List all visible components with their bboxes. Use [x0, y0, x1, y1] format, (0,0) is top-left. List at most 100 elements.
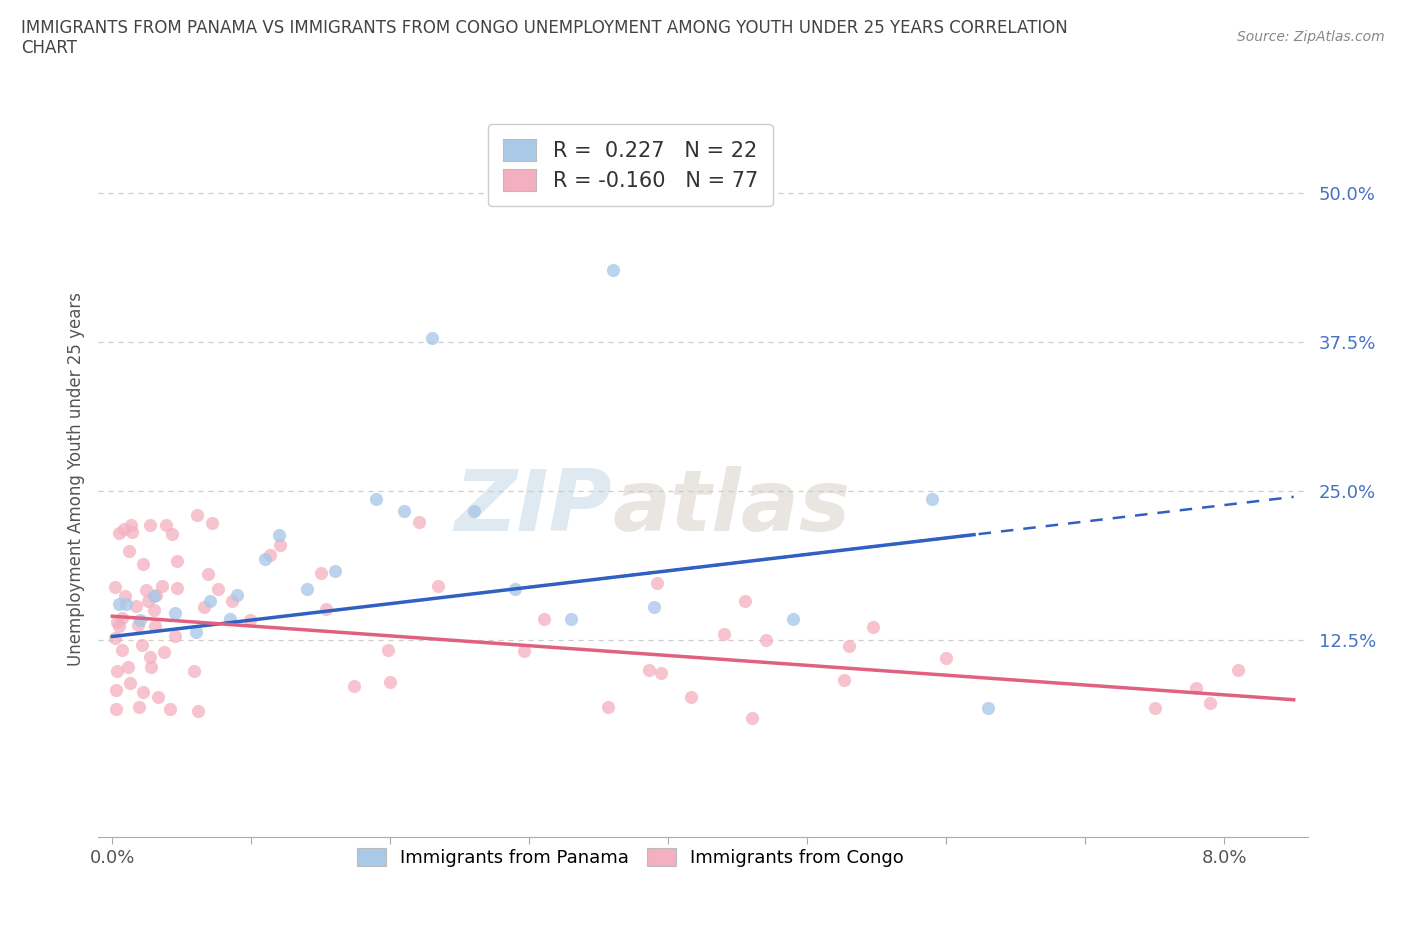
- Point: [226, 587, 249, 602]
- Point: [377, 643, 399, 658]
- Point: [378, 675, 401, 690]
- Point: [198, 593, 221, 608]
- Point: [105, 683, 128, 698]
- Point: [105, 614, 128, 629]
- Point: [155, 517, 177, 532]
- Point: [145, 588, 167, 603]
- Point: [160, 526, 183, 541]
- Point: [184, 624, 207, 639]
- Point: [254, 551, 277, 566]
- Point: [121, 525, 143, 539]
- Point: [238, 613, 260, 628]
- Point: [977, 700, 1000, 715]
- Point: [163, 605, 186, 620]
- Point: [1199, 696, 1222, 711]
- Point: [533, 612, 555, 627]
- Point: [125, 599, 148, 614]
- Point: [219, 611, 242, 626]
- Point: [838, 639, 860, 654]
- Text: ZIP: ZIP: [454, 466, 613, 549]
- Point: [343, 678, 366, 693]
- Point: [221, 593, 243, 608]
- Point: [309, 565, 332, 580]
- Point: [139, 518, 162, 533]
- Point: [153, 644, 176, 659]
- Point: [420, 331, 443, 346]
- Point: [645, 575, 668, 590]
- Point: [1143, 700, 1166, 715]
- Point: [115, 597, 138, 612]
- Point: [463, 504, 485, 519]
- Point: [935, 651, 957, 666]
- Point: [295, 581, 318, 596]
- Point: [165, 629, 187, 644]
- Point: [114, 589, 136, 604]
- Point: [197, 566, 219, 581]
- Point: [1227, 662, 1250, 677]
- Point: [120, 518, 142, 533]
- Point: [138, 650, 160, 665]
- Point: [207, 582, 229, 597]
- Text: Source: ZipAtlas.com: Source: ZipAtlas.com: [1237, 30, 1385, 44]
- Legend: Immigrants from Panama, Immigrants from Congo: Immigrants from Panama, Immigrants from …: [350, 841, 911, 874]
- Point: [132, 684, 155, 699]
- Point: [108, 597, 131, 612]
- Point: [135, 583, 157, 598]
- Point: [392, 504, 415, 519]
- Point: [323, 564, 346, 578]
- Point: [650, 665, 672, 680]
- Point: [315, 602, 337, 617]
- Point: [269, 538, 291, 552]
- Point: [142, 603, 165, 618]
- Text: atlas: atlas: [613, 466, 851, 549]
- Point: [269, 527, 291, 542]
- Point: [921, 492, 943, 507]
- Point: [513, 644, 536, 658]
- Point: [166, 581, 188, 596]
- Point: [832, 672, 855, 687]
- Point: [643, 599, 665, 614]
- Point: [104, 579, 127, 594]
- Point: [862, 619, 884, 634]
- Point: [159, 701, 181, 716]
- Text: CHART: CHART: [21, 39, 77, 57]
- Point: [104, 631, 127, 645]
- Point: [186, 507, 208, 522]
- Point: [166, 553, 188, 568]
- Point: [505, 581, 527, 596]
- Point: [128, 699, 150, 714]
- Point: [105, 663, 128, 678]
- Point: [200, 515, 222, 530]
- Point: [259, 548, 281, 563]
- Point: [141, 659, 163, 674]
- Point: [111, 643, 134, 658]
- Point: [146, 690, 169, 705]
- Point: [366, 492, 388, 507]
- Point: [408, 514, 430, 529]
- Point: [129, 612, 152, 627]
- Point: [145, 619, 167, 634]
- Point: [108, 618, 131, 633]
- Y-axis label: Unemployment Among Youth under 25 years: Unemployment Among Youth under 25 years: [66, 292, 84, 666]
- Point: [602, 262, 624, 277]
- Point: [104, 702, 127, 717]
- Point: [183, 663, 205, 678]
- Point: [131, 637, 153, 652]
- Point: [143, 589, 166, 604]
- Point: [426, 578, 449, 593]
- Point: [117, 659, 139, 674]
- Point: [713, 627, 735, 642]
- Point: [782, 611, 804, 626]
- Point: [150, 578, 173, 593]
- Point: [754, 632, 776, 647]
- Point: [637, 663, 659, 678]
- Point: [679, 690, 702, 705]
- Point: [111, 611, 134, 626]
- Point: [118, 544, 141, 559]
- Text: IMMIGRANTS FROM PANAMA VS IMMIGRANTS FROM CONGO UNEMPLOYMENT AMONG YOUTH UNDER 2: IMMIGRANTS FROM PANAMA VS IMMIGRANTS FRO…: [21, 19, 1067, 36]
- Point: [187, 704, 209, 719]
- Point: [734, 593, 756, 608]
- Point: [127, 618, 149, 632]
- Point: [598, 699, 620, 714]
- Point: [108, 525, 131, 540]
